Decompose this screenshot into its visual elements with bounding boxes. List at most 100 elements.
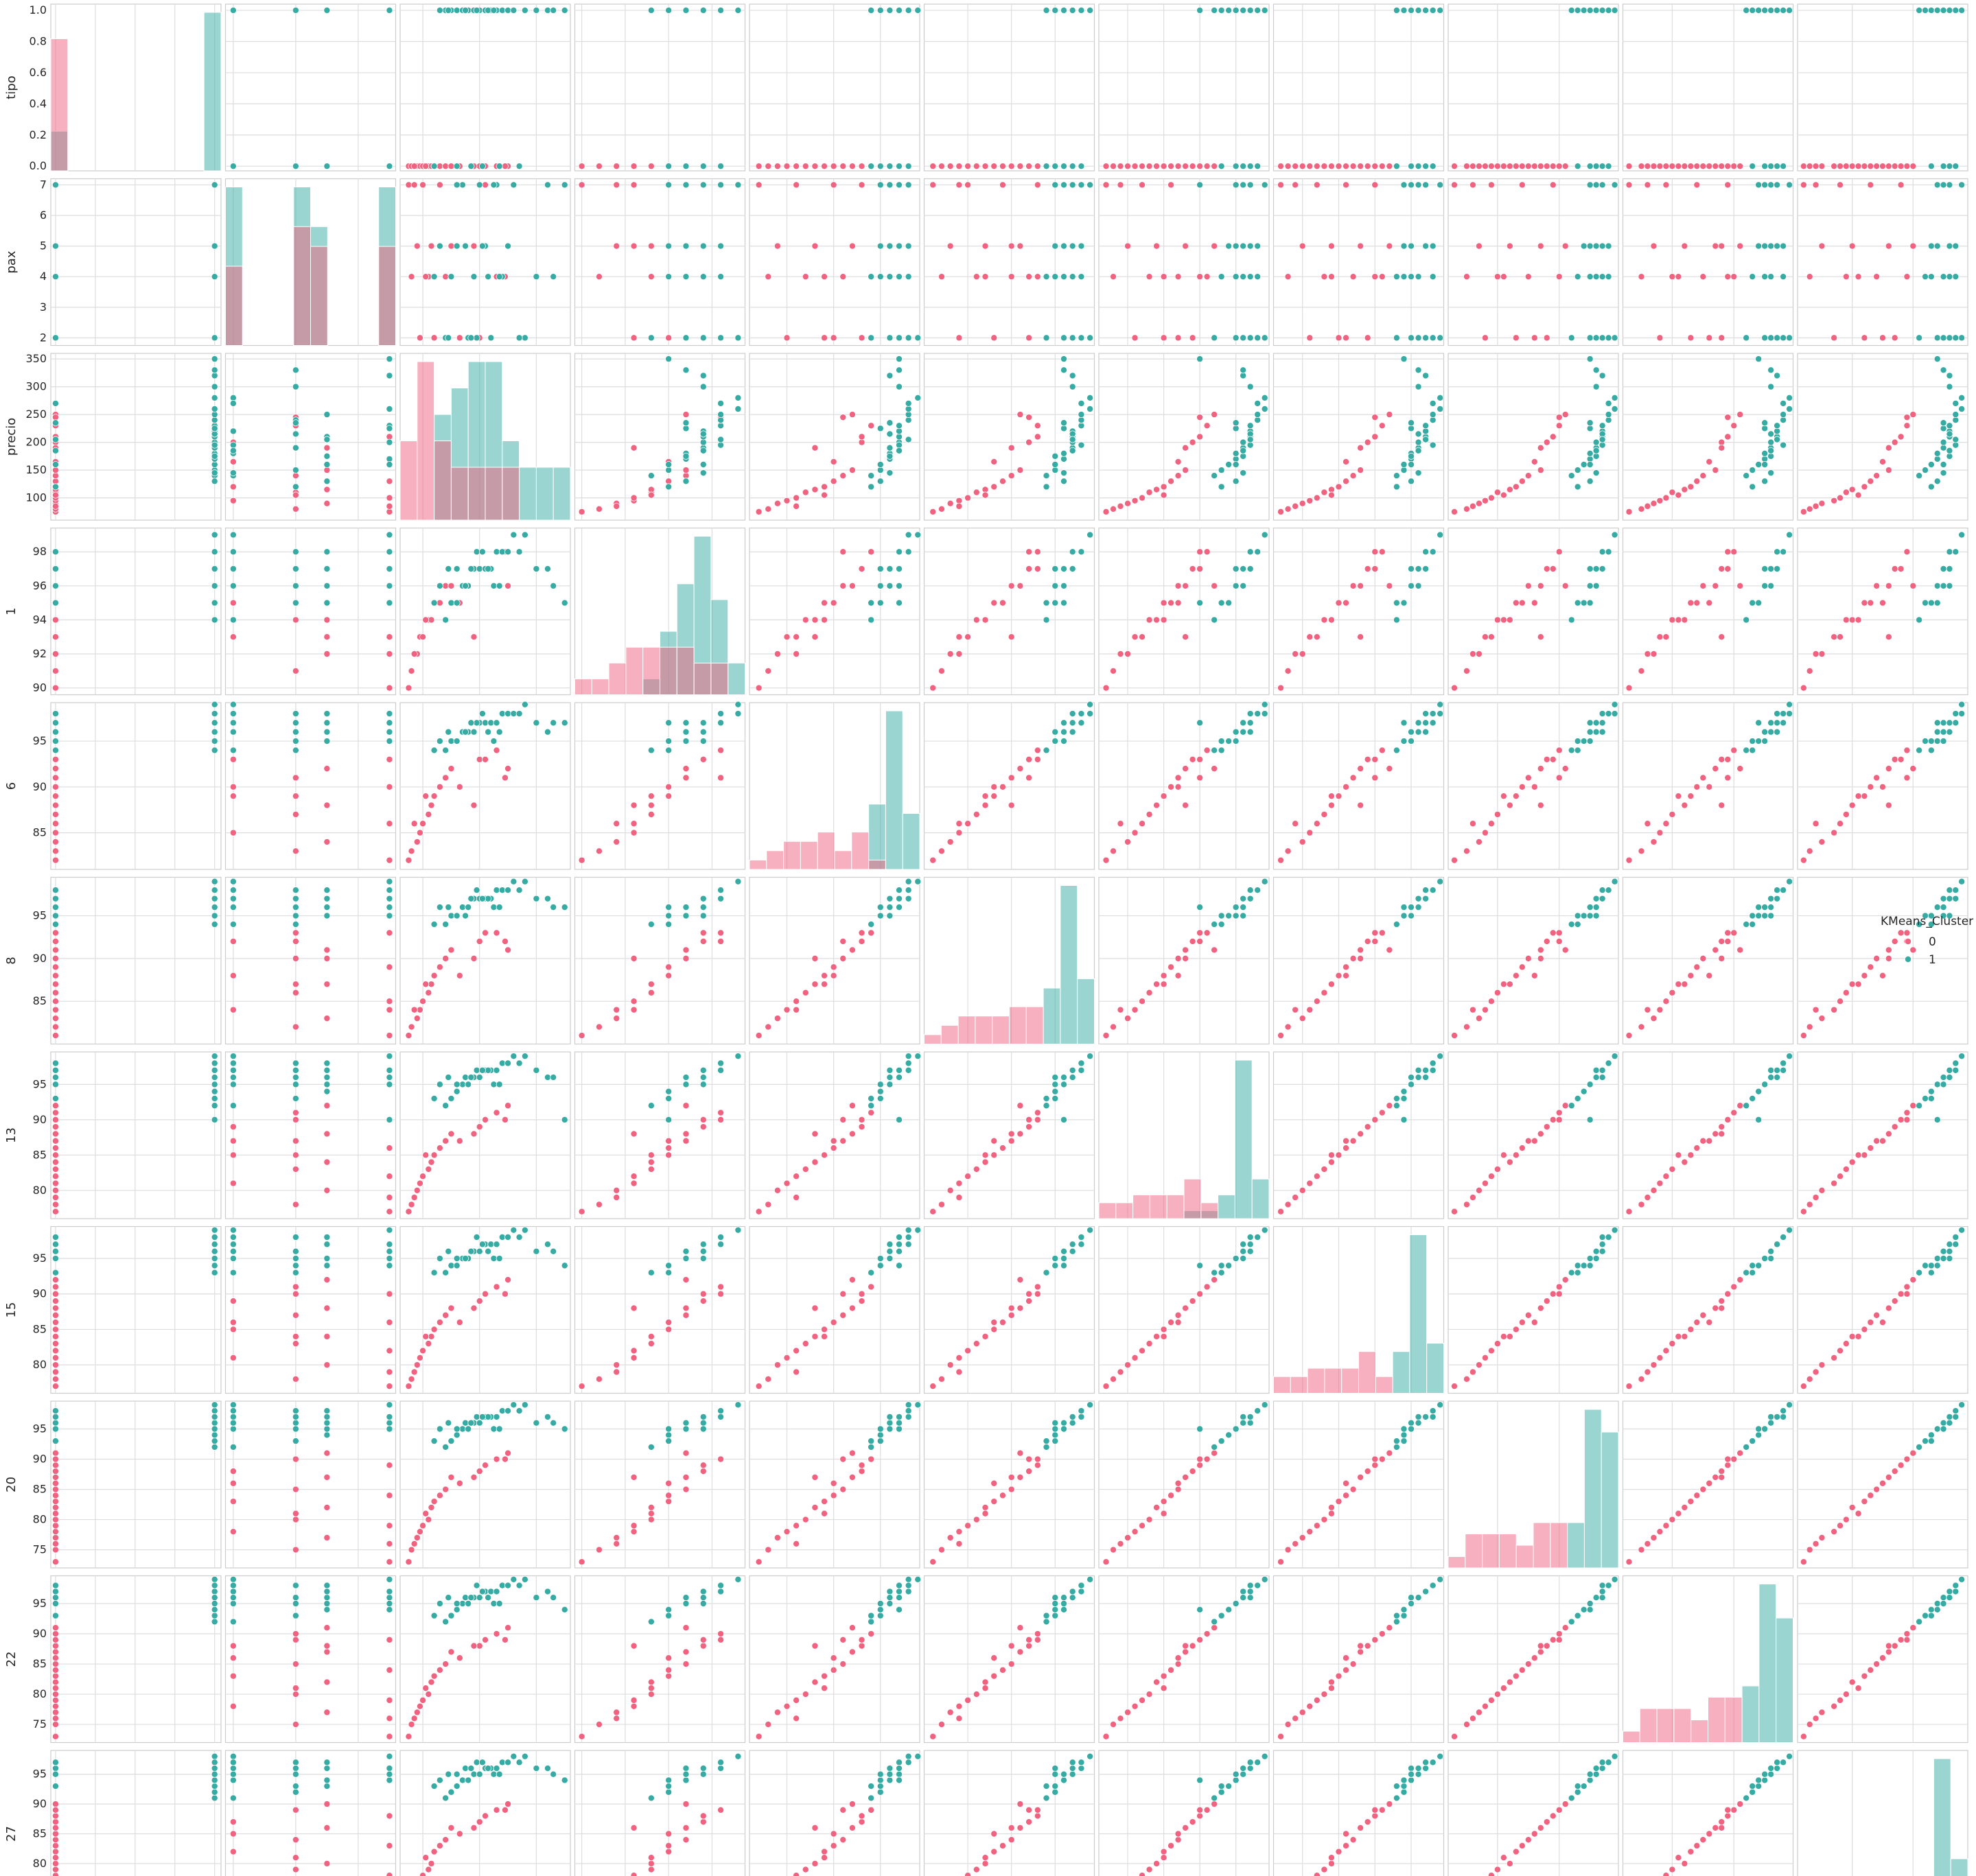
scatter-point [473, 1066, 480, 1074]
histogram-bar [1324, 1368, 1342, 1394]
scatter-point [938, 667, 945, 675]
scatter-point [1422, 7, 1430, 14]
scatter-point [699, 383, 707, 390]
scatter-point [1531, 599, 1538, 607]
scatter-point [1767, 334, 1775, 342]
scatter-point [51, 1326, 59, 1333]
scatter-point [1246, 273, 1254, 281]
scatter-point [1284, 667, 1292, 675]
scatter-point [478, 1066, 486, 1074]
scatter-point [51, 483, 59, 491]
scatter-point [229, 1255, 237, 1263]
scatter-point [682, 1304, 690, 1312]
scatter-point [848, 242, 856, 250]
scatter-point [1277, 856, 1285, 864]
scatter-point [1927, 273, 1935, 281]
scatter-point [1786, 1053, 1793, 1060]
scatter-point [682, 419, 690, 427]
scatter-point [1611, 394, 1618, 401]
y-tick-label: 5 [40, 239, 47, 253]
scatter-point [1078, 719, 1085, 727]
scatter-point [323, 1304, 331, 1312]
scatter-point [665, 904, 673, 911]
scatter-point [1885, 242, 1892, 250]
panel-frame [1622, 3, 1794, 172]
scatter-point [1848, 242, 1856, 250]
scatter-point [1940, 728, 1947, 736]
scatter-point [1060, 719, 1067, 727]
scatter-point [1408, 565, 1415, 573]
scatter-point [1335, 972, 1342, 979]
scatter-point [1060, 163, 1067, 170]
scatter-point [1153, 616, 1161, 624]
scatter-point [442, 1137, 450, 1145]
scatter-point [1891, 1123, 1898, 1131]
scatter-point [1429, 273, 1437, 281]
scatter-point [436, 1319, 443, 1326]
scatter-point [830, 1145, 837, 1152]
scatter-point [1378, 422, 1386, 430]
scatter-point [734, 1053, 742, 1060]
scatter-point [1537, 765, 1544, 773]
scatter-point [955, 1368, 963, 1376]
scatter-point [717, 181, 725, 189]
scatter-point [1767, 912, 1775, 919]
scatter-point [1830, 829, 1838, 836]
scatter-point [955, 163, 963, 170]
scatter-point [1232, 419, 1240, 427]
scatter-point [886, 452, 894, 460]
scatter-point [1909, 242, 1917, 250]
scatter-point [1277, 508, 1285, 515]
scatter-point [896, 904, 903, 911]
scatter-point [1537, 801, 1544, 809]
scatter-point [1422, 728, 1430, 736]
scatter-point [211, 921, 218, 928]
scatter-point [292, 1413, 299, 1420]
scatter-point [1592, 728, 1600, 736]
scatter-point [1254, 7, 1262, 14]
scatter-point [699, 929, 707, 937]
scatter-point [1437, 181, 1444, 189]
scatter-point [858, 1290, 865, 1298]
scatter-point [386, 1462, 393, 1469]
scatter-point [1537, 242, 1544, 250]
scatter-point [647, 273, 655, 281]
scatter-point [292, 383, 299, 390]
scatter-point [1043, 472, 1050, 480]
scatter-point [1946, 565, 1953, 573]
scatter-point [1211, 616, 1218, 624]
scatter-point [682, 719, 690, 727]
scatter-point [1712, 163, 1719, 170]
scatter-point [811, 1158, 819, 1166]
scatter-point [1818, 242, 1826, 250]
scatter-point [717, 163, 725, 170]
scatter-point [430, 747, 438, 754]
scatter-point [1232, 565, 1240, 573]
scatter-point [1008, 1304, 1015, 1312]
scatter-point [1940, 366, 1947, 374]
scatter-point [436, 1255, 443, 1263]
scatter-point [1952, 719, 1960, 727]
scatter-point [482, 1116, 489, 1123]
scatter-point [955, 334, 963, 342]
scatter-point [386, 478, 393, 485]
scatter-point [1051, 452, 1059, 460]
scatter-point [515, 1059, 523, 1067]
scatter-point [1774, 1066, 1781, 1074]
scatter-point [839, 273, 847, 281]
scatter-point [1422, 548, 1430, 556]
scatter-point [886, 904, 894, 911]
scatter-point [1818, 838, 1826, 845]
scatter-point [1675, 491, 1682, 499]
scatter-point [419, 633, 427, 641]
scatter-point [229, 1247, 237, 1255]
scatter-point [1736, 1276, 1744, 1284]
scatter-point [510, 878, 518, 885]
scatter-point [1240, 334, 1247, 342]
scatter-point [51, 856, 59, 864]
scatter-point [1561, 1276, 1569, 1284]
scatter-point [229, 1326, 237, 1333]
scatter-point [1940, 1255, 1947, 1263]
scatter-point [533, 565, 540, 573]
scatter-point [630, 801, 638, 809]
